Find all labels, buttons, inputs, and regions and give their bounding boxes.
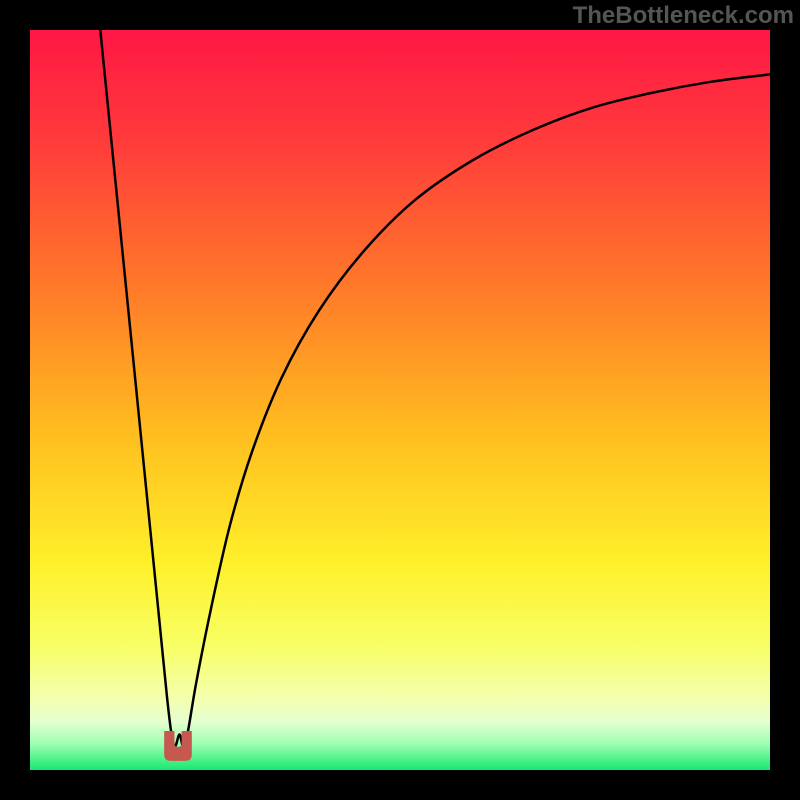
plot-area [30, 30, 770, 770]
watermark-text: TheBottleneck.com [573, 2, 794, 30]
bottleneck-chart [0, 0, 800, 800]
chart-container: TheBottleneck.com [0, 0, 800, 800]
